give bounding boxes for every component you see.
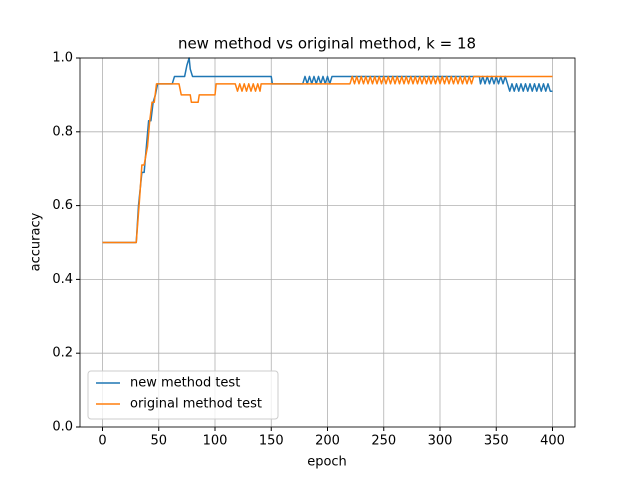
x-tick-label: 50 bbox=[150, 434, 167, 449]
x-tick-label: 100 bbox=[203, 434, 228, 449]
y-tick-label: 0.2 bbox=[52, 346, 73, 361]
y-tick-label: 0.8 bbox=[52, 124, 73, 139]
y-axis-label: accuracy bbox=[29, 212, 44, 271]
x-tick-label: 0 bbox=[98, 434, 106, 449]
x-tick-label: 200 bbox=[315, 434, 340, 449]
x-axis-label: epoch bbox=[307, 455, 347, 470]
x-tick-label: 150 bbox=[259, 434, 284, 449]
x-tick-label: 400 bbox=[540, 434, 565, 449]
y-tick-label: 0.0 bbox=[52, 420, 73, 435]
chart-title: new method vs original method, k = 18 bbox=[178, 35, 476, 53]
line-series bbox=[102, 75, 553, 244]
plot-frame bbox=[79, 57, 576, 428]
x-tick-label: 350 bbox=[484, 434, 509, 449]
y-tick-label: 0.6 bbox=[52, 198, 73, 213]
y-tick-label: 1.0 bbox=[52, 51, 73, 66]
legend-label: original method test bbox=[130, 397, 262, 412]
legend-box bbox=[87, 370, 279, 420]
y-tick-label: 0.4 bbox=[52, 272, 73, 287]
x-tick-label: 300 bbox=[428, 434, 453, 449]
x-tick-label: 250 bbox=[371, 434, 396, 449]
legend-label: new method test bbox=[130, 376, 240, 391]
